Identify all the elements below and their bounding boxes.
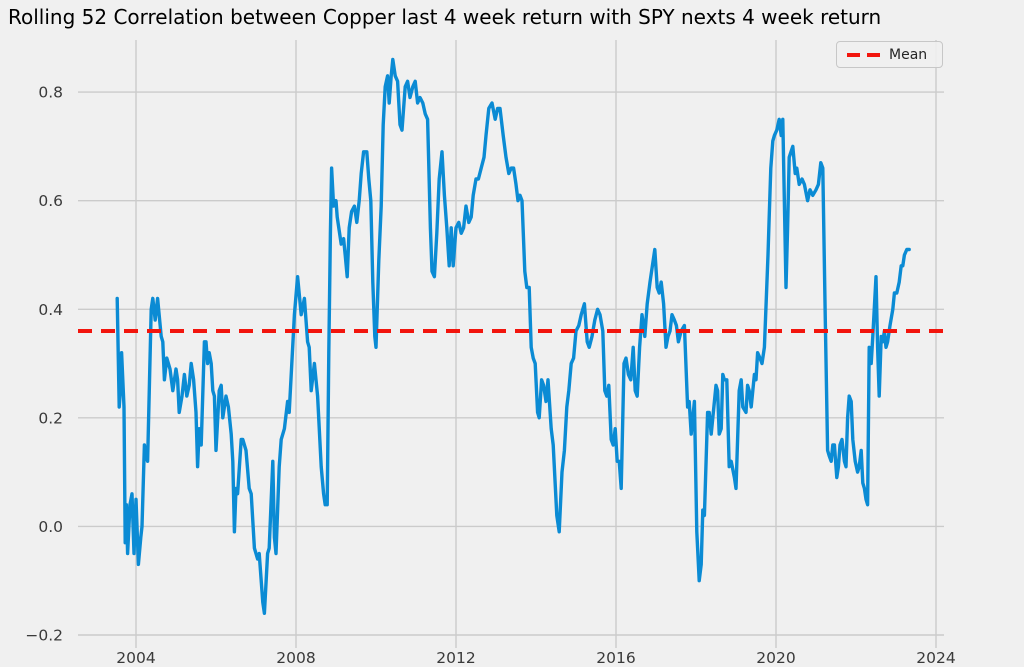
y-tick-label: 0.4: [38, 301, 63, 319]
x-tick-label: 2012: [436, 649, 475, 667]
x-tick-label: 2004: [116, 649, 155, 667]
y-tick-label: 0.2: [38, 409, 63, 427]
chart-title: Rolling 52 Correlation between Copper la…: [8, 5, 882, 29]
x-tick-label: 2008: [276, 649, 315, 667]
legend: Mean: [836, 41, 943, 68]
mean-dash-icon: [847, 52, 881, 57]
y-tick-label: 0.6: [38, 192, 63, 210]
x-tick-label: 2024: [916, 649, 955, 667]
y-tick-label: 0.8: [38, 84, 63, 102]
legend-label: Mean: [889, 46, 928, 63]
x-tick-label: 2020: [756, 649, 795, 667]
y-tick-label: −0.2: [25, 627, 63, 645]
x-tick-label: 2016: [596, 649, 635, 667]
y-tick-label: 0.0: [38, 518, 63, 536]
series-line: [115, 57, 911, 615]
